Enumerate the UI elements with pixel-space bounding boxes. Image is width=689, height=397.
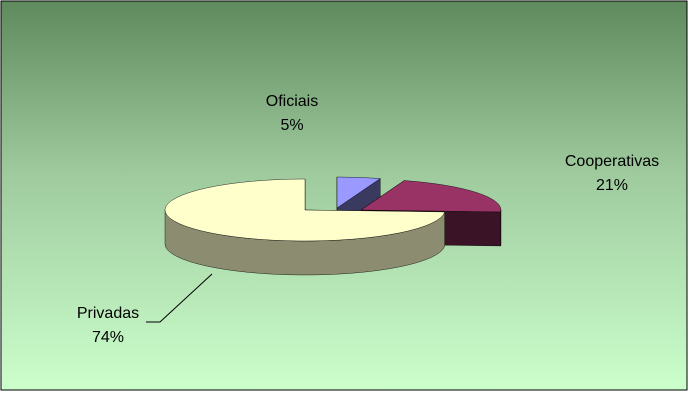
slice-label-privadas: Privadas [77, 305, 139, 322]
slice-label-cooperativas: Cooperativas [565, 153, 659, 170]
pie-slice-privadas [164, 178, 445, 242]
pie-slice-oficiais [336, 176, 381, 209]
slice-percent-cooperativas: 21% [596, 177, 628, 194]
leader-line-privadas [146, 273, 213, 323]
slice-percent-oficiais: 5% [280, 117, 303, 134]
slice-percent-privadas: 74% [92, 329, 124, 346]
pie-slice-cooperativas [360, 180, 502, 213]
slice-label-oficiais: Oficiais [266, 93, 318, 110]
